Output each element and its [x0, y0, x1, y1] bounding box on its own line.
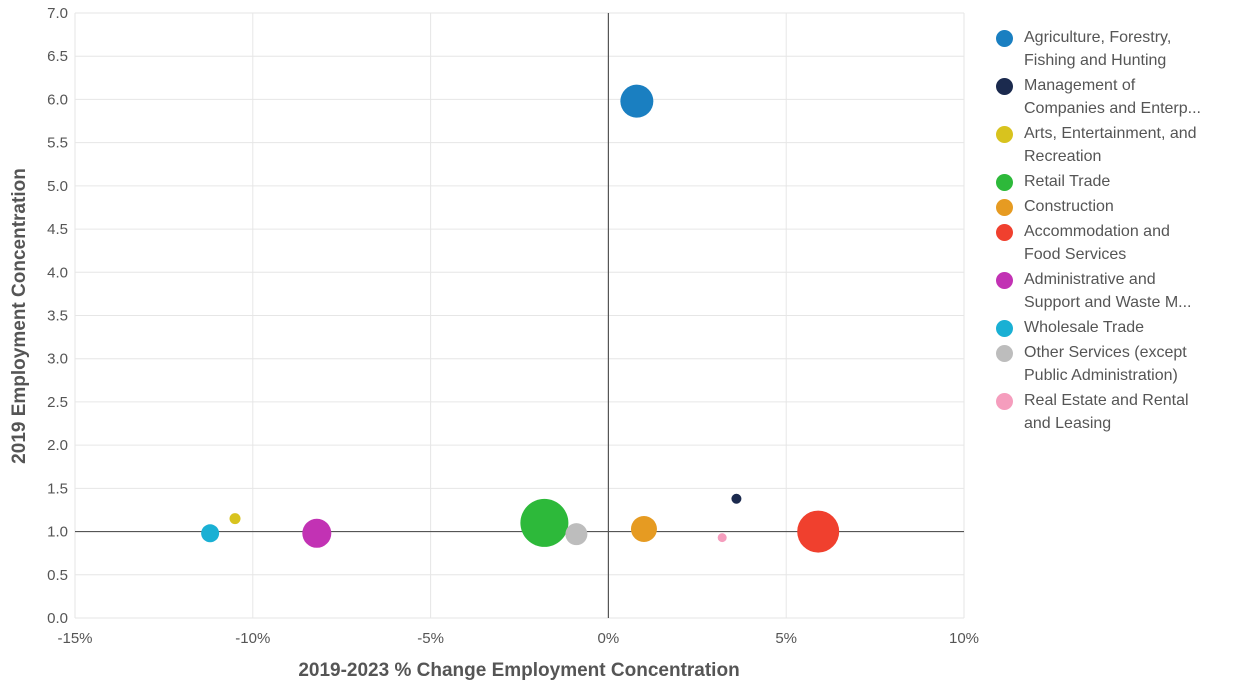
y-tick-label: 2.5: [47, 394, 68, 411]
grid-lines: [74, 12, 965, 619]
bubble-8[interactable]: Other Services (except Public Administra…: [565, 523, 588, 546]
bubble-3[interactable]: Retail Trade: [520, 498, 569, 547]
y-tick-label: 4.5: [47, 221, 68, 238]
legend-swatch: [996, 126, 1013, 143]
legend-item[interactable]: Management of Companies and Enterp...: [996, 74, 1232, 120]
bubble-9[interactable]: Real Estate and Rental and Leasing: [717, 533, 727, 543]
y-tick-label: 5.0: [47, 178, 68, 195]
bubble-1[interactable]: Management of Companies and Enterp...: [731, 493, 742, 504]
legend-label: Agriculture, Forestry, Fishing and Huntin…: [1024, 29, 1172, 69]
legend-label: Other Services (except Public Administrat…: [1024, 344, 1187, 384]
y-tick-label: 6.5: [47, 48, 68, 65]
x-tick-label: -15%: [57, 630, 92, 647]
y-tick-label: 6.0: [47, 91, 68, 108]
legend-label: Accommodation and Food Services: [1024, 223, 1170, 263]
legend-item[interactable]: Accommodation and Food Services: [996, 220, 1232, 266]
y-tick-label: 0.0: [47, 610, 68, 627]
bubble-0[interactable]: Agriculture, Forestry, Fishing and Hunti…: [620, 84, 654, 118]
bubble-6[interactable]: Administrative and Support and Waste M..…: [302, 518, 332, 548]
y-tick-label: 5.5: [47, 135, 68, 152]
bubble-2[interactable]: Arts, Entertainment, and Recreation: [229, 513, 241, 525]
legend-item[interactable]: Real Estate and Rental and Leasing: [996, 389, 1232, 435]
y-tick-label: 1.5: [47, 480, 68, 497]
legend-label: Retail Trade: [1024, 173, 1111, 190]
x-tick-label: -10%: [235, 630, 270, 647]
legend-item[interactable]: Construction: [996, 195, 1232, 218]
bubble-5[interactable]: Accommodation and Food Services: [797, 510, 840, 553]
y-tick-label: 4.0: [47, 264, 68, 281]
y-tick-label: 2.0: [47, 437, 68, 454]
bubbles: Retail Trade Accommodation and Food Servi…: [201, 84, 840, 553]
legend-label: Wholesale Trade: [1024, 319, 1145, 336]
legend-item[interactable]: Administrative and Support and Waste M...: [996, 268, 1232, 314]
bubble-7[interactable]: Wholesale Trade: [201, 524, 220, 543]
legend-swatch: [996, 199, 1013, 216]
legend-label: Management of Companies and Enterp...: [1024, 77, 1201, 117]
x-tick-label: 10%: [949, 630, 979, 647]
legend-swatch: [996, 272, 1013, 289]
legend-item[interactable]: Agriculture, Forestry, Fishing and Huntin…: [996, 26, 1232, 72]
legend-label: Arts, Entertainment, and Recreation: [1024, 125, 1197, 165]
legend-item[interactable]: Other Services (except Public Administrat…: [996, 341, 1232, 387]
legend-swatch: [996, 320, 1013, 337]
legend-swatch: [996, 174, 1013, 191]
legend-item[interactable]: Arts, Entertainment, and Recreation: [996, 122, 1232, 168]
legend-swatch: [996, 393, 1013, 410]
x-tick-label: -5%: [417, 630, 444, 647]
legend-label: Construction: [1024, 198, 1114, 215]
x-tick-label: 0%: [598, 630, 620, 647]
bubble-4[interactable]: Construction: [630, 515, 657, 542]
legend-item[interactable]: Wholesale Trade: [996, 316, 1232, 339]
legend-item[interactable]: Retail Trade: [996, 170, 1232, 193]
legend-swatch: [996, 345, 1013, 362]
y-tick-label: 1.0: [47, 524, 68, 541]
y-axis-title: 2019 Employment Concentration: [9, 168, 30, 464]
legend-label: Administrative and Support and Waste M...: [1024, 271, 1192, 311]
legend: Agriculture, Forestry, Fishing and Huntin…: [996, 26, 1232, 437]
axis-ticks: 0.0 0.5 1.0 1.5 2.0 2.5 3.0 3.5 4.0 4.5 5.0 5.5 6.0 6…: [47, 5, 979, 647]
legend-swatch: [996, 78, 1013, 95]
y-tick-label: 3.5: [47, 308, 68, 325]
legend-label: Real Estate and Rental and Leasing: [1024, 392, 1189, 432]
y-tick-label: 0.5: [47, 567, 68, 584]
y-tick-label: 3.0: [47, 351, 68, 368]
x-axis-title: 2019-2023 % Change Employment Concentrat…: [298, 660, 739, 681]
legend-swatch: [996, 224, 1013, 241]
legend-swatch: [996, 30, 1013, 47]
x-tick-label: 5%: [775, 630, 797, 647]
y-tick-label: 7.0: [47, 5, 68, 22]
